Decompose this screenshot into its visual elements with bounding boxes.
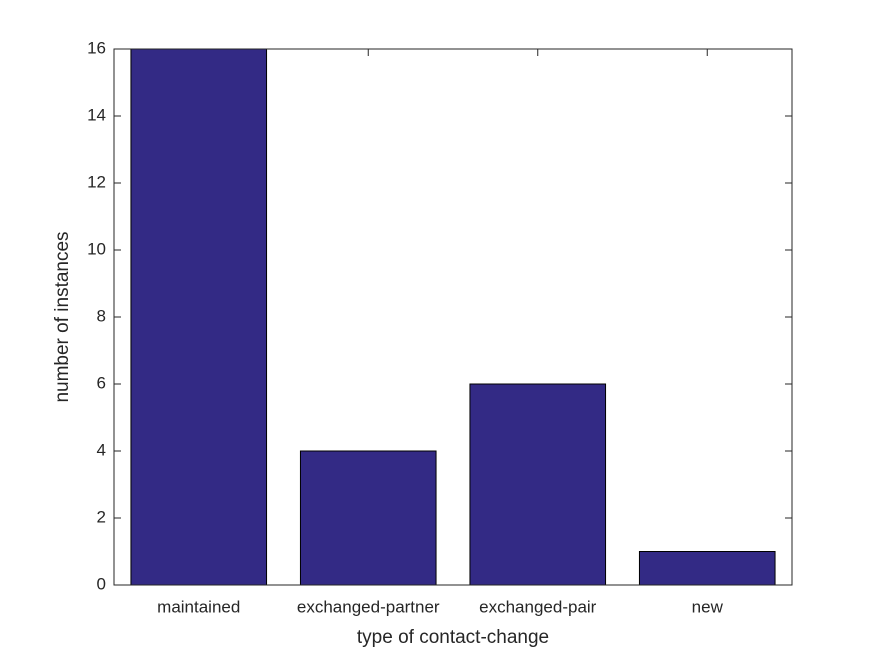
x-tick-label: exchanged-pair bbox=[479, 597, 597, 616]
y-tick-label: 8 bbox=[97, 306, 106, 325]
y-tick-label: 10 bbox=[87, 239, 106, 258]
y-tick-label: 6 bbox=[97, 373, 106, 392]
x-tick-label: new bbox=[692, 597, 724, 616]
y-tick-label: 4 bbox=[97, 440, 106, 459]
bar bbox=[130, 48, 268, 586]
axes-box bbox=[113, 48, 793, 586]
y-tick-label: 2 bbox=[97, 507, 106, 526]
y-tick-label: 16 bbox=[87, 38, 106, 57]
y-axis-label: number of instances bbox=[52, 231, 73, 402]
bar bbox=[299, 450, 437, 586]
x-axis-label: type of contact-change bbox=[357, 627, 549, 648]
bar bbox=[469, 383, 607, 586]
y-tick-label: 0 bbox=[97, 574, 106, 593]
y-tick-label: 12 bbox=[87, 172, 106, 191]
y-tick-label: 14 bbox=[87, 105, 106, 124]
x-tick-label: exchanged-partner bbox=[297, 597, 440, 616]
x-tick-label: maintained bbox=[157, 597, 240, 616]
bar bbox=[638, 551, 776, 586]
